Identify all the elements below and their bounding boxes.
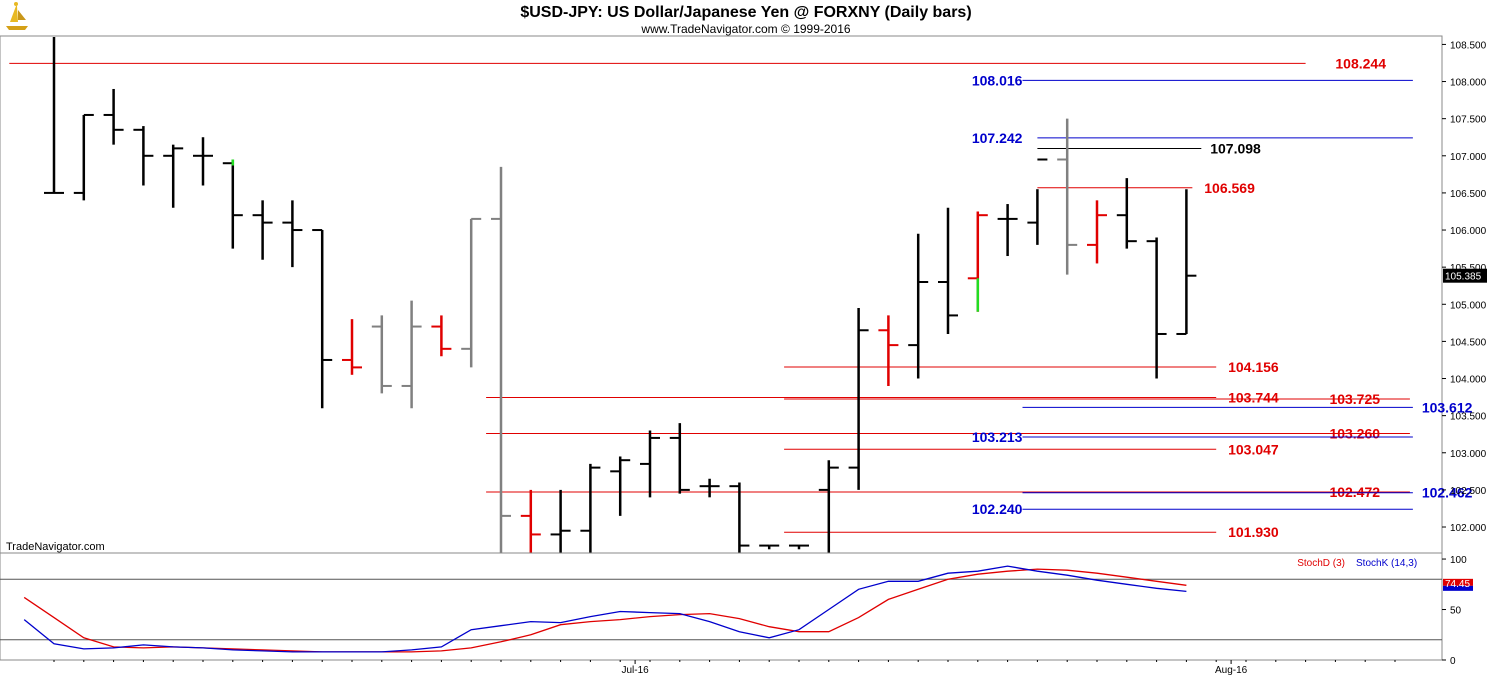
last-price-tag bbox=[1443, 268, 1487, 283]
ohlc-bar bbox=[848, 307, 869, 490]
stoch-tick-label: 100 bbox=[1450, 555, 1467, 566]
ohlc-bar bbox=[759, 544, 780, 550]
price-tick-label: 104.000 bbox=[1450, 375, 1487, 386]
level-label: 102.472 bbox=[1329, 484, 1380, 500]
level-label: 102.462 bbox=[1422, 485, 1473, 501]
ohlc-bar bbox=[669, 423, 690, 494]
time-tick-label: Aug-16 bbox=[1215, 665, 1248, 676]
ohlc-bar bbox=[1146, 237, 1167, 379]
legend-stochd: StochD (3) bbox=[1297, 558, 1345, 569]
time-tick-label: Jul-16 bbox=[621, 665, 649, 676]
ohlc-bar bbox=[580, 463, 601, 553]
ohlc-bar bbox=[163, 144, 184, 208]
ohlc-bar bbox=[1087, 200, 1107, 264]
ohlc-bar bbox=[997, 204, 1018, 257]
price-tick-label: 107.500 bbox=[1450, 115, 1487, 126]
watermark: TradeNavigator.com bbox=[6, 541, 105, 553]
ohlc-bar bbox=[729, 482, 750, 553]
price-tick-label: 103.000 bbox=[1450, 449, 1487, 460]
level-label: 102.240 bbox=[972, 501, 1023, 517]
level-label: 108.244 bbox=[1335, 55, 1386, 71]
stochastic-panel[interactable] bbox=[0, 552, 1443, 661]
price-tick-label: 102.500 bbox=[1450, 486, 1487, 497]
price-panel[interactable] bbox=[0, 35, 1443, 554]
ohlc-bar bbox=[103, 88, 124, 145]
level-label: 103.725 bbox=[1329, 391, 1380, 407]
price-tick-label: 102.000 bbox=[1450, 523, 1487, 534]
level-label: 104.156 bbox=[1228, 359, 1279, 375]
ohlc-bar bbox=[222, 159, 243, 249]
ohlc-bar bbox=[1057, 118, 1078, 275]
stochastic-legend: StochD (3) StochK (14,3) bbox=[1297, 558, 1417, 569]
chart-subtitle: www.TradeNavigator.com © 1999-2016 bbox=[640, 22, 850, 36]
ohlc-bar bbox=[491, 166, 511, 553]
ohlc-bar bbox=[1116, 178, 1137, 249]
ohlc-bar bbox=[1176, 189, 1197, 335]
stochastic-reference-lines bbox=[0, 578, 1442, 641]
last-price-label: 105.385 bbox=[1445, 272, 1482, 283]
ohlc-bar bbox=[282, 200, 303, 268]
ohlc-bar bbox=[252, 200, 273, 260]
level-label: 101.930 bbox=[1228, 524, 1279, 540]
ohlc-bar bbox=[818, 460, 839, 553]
trade-navigator-logo-icon[interactable] bbox=[2, 2, 32, 32]
stochastic-lines bbox=[23, 565, 1187, 653]
level-label: 106.569 bbox=[1204, 180, 1255, 196]
ohlc-bar bbox=[610, 456, 631, 516]
ohlc-bar bbox=[44, 37, 64, 194]
stoch-value-label: 74.45 bbox=[1445, 579, 1470, 590]
price-tick-label: 105.500 bbox=[1450, 263, 1487, 274]
ohlc-bars bbox=[44, 37, 1197, 553]
level-label: 103.744 bbox=[1228, 390, 1279, 406]
ohlc-bar bbox=[193, 137, 213, 186]
chart-title: $USD-JPY: US Dollar/Japanese Yen @ FORXN… bbox=[520, 4, 971, 21]
level-label: 107.098 bbox=[1210, 141, 1261, 157]
price-tick-label: 108.000 bbox=[1450, 78, 1487, 89]
price-tick-label: 105.000 bbox=[1450, 300, 1487, 311]
ohlc-bar bbox=[699, 478, 720, 498]
price-tick-label: 106.500 bbox=[1450, 189, 1487, 200]
level-label: 103.260 bbox=[1329, 425, 1380, 441]
level-label: 108.016 bbox=[972, 72, 1023, 88]
ohlc-bar bbox=[640, 430, 660, 498]
stoch-series-line bbox=[23, 565, 1187, 653]
stochastic-axis[interactable]: 100 50 0 74.45 bbox=[1442, 555, 1473, 667]
ohlc-bar bbox=[908, 233, 929, 379]
ohlc-bar bbox=[967, 211, 988, 312]
price-tick-label: 103.500 bbox=[1450, 412, 1487, 423]
stoch-value-tag bbox=[1443, 578, 1473, 586]
ohlc-bar bbox=[342, 319, 362, 375]
ohlc-bar bbox=[461, 217, 482, 368]
ohlc-bar bbox=[789, 544, 809, 550]
level-label: 103.213 bbox=[972, 429, 1023, 445]
legend-stochk: StochK (14,3) bbox=[1356, 558, 1417, 569]
ohlc-bar bbox=[1027, 158, 1048, 245]
ohlc-bar bbox=[878, 315, 899, 386]
ohlc-bar bbox=[550, 489, 571, 553]
price-axis[interactable]: 108.500 108.000 107.500 107.000 106.500 106.0… bbox=[1442, 40, 1487, 534]
ohlc-bar bbox=[520, 489, 541, 553]
price-tick-label: 106.000 bbox=[1450, 226, 1487, 237]
stoch-tick-label: 0 bbox=[1450, 656, 1456, 667]
stoch-tick-label: 50 bbox=[1450, 606, 1462, 617]
price-tick-label: 104.500 bbox=[1450, 337, 1487, 348]
level-lines: 108.244 108.016 107.242 107.098 106.569 104.1… bbox=[9, 55, 1473, 540]
level-label: 107.242 bbox=[972, 130, 1023, 146]
ohlc-bar bbox=[73, 113, 94, 201]
ohlc-bar bbox=[431, 315, 452, 357]
ohlc-bar bbox=[938, 207, 958, 334]
ohlc-bar bbox=[371, 315, 392, 394]
level-label: 103.612 bbox=[1422, 399, 1473, 415]
ohlc-bar bbox=[133, 126, 154, 186]
price-tick-label: 108.500 bbox=[1450, 40, 1487, 51]
level-label: 103.047 bbox=[1228, 441, 1279, 457]
stoch-value-tag bbox=[1443, 585, 1473, 591]
time-axis[interactable]: Jul-16 Aug-16 bbox=[53, 660, 1396, 676]
ohlc-bar bbox=[312, 229, 333, 409]
price-tick-label: 107.000 bbox=[1450, 152, 1487, 163]
ohlc-bar bbox=[401, 300, 422, 409]
